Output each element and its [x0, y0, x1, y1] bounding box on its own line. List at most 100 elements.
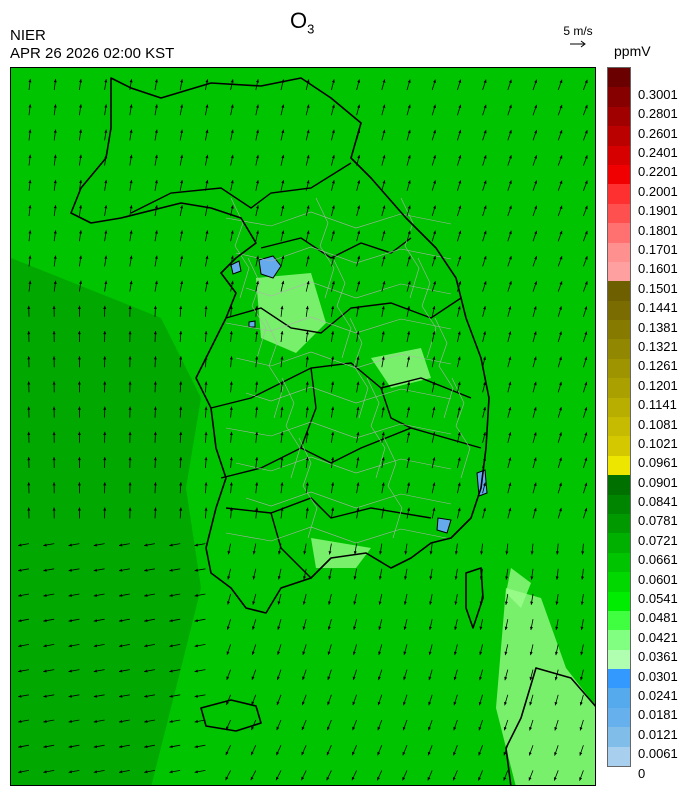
wind-vector-arrow-icon: [154, 255, 158, 267]
wind-vector-arrow-icon: [229, 431, 233, 443]
wind-vector-arrow-icon: [128, 456, 132, 469]
wind-vector-arrow-icon: [352, 719, 357, 731]
wind-vector-arrow-icon: [482, 281, 487, 292]
wind-vector-arrow-icon: [356, 482, 360, 494]
wind-vector-arrow-icon: [507, 230, 512, 242]
province-boundary: [130, 162, 352, 214]
wind-vector-arrow-icon: [532, 381, 537, 393]
legend-color-swatch: [608, 533, 630, 554]
wind-vector-arrow-icon: [528, 745, 534, 756]
wind-vector-arrow-icon: [381, 507, 385, 519]
wind-vector-arrow-icon: [79, 255, 83, 267]
wind-vector-arrow-icon: [230, 154, 234, 166]
wind-vector-arrow-icon: [530, 593, 534, 605]
county-boundary: [230, 197, 250, 299]
wind-vector-arrow-icon: [169, 543, 181, 547]
wind-vector-arrow-icon: [255, 406, 259, 418]
wind-vector-arrow-icon: [457, 104, 462, 116]
wind-vector-arrow-icon: [103, 305, 107, 317]
map-canvas: [11, 68, 595, 785]
legend-color-swatch: [608, 339, 630, 360]
wind-vector-arrow-icon: [280, 179, 285, 191]
coastline-path: [465, 567, 484, 629]
wind-vector-arrow-icon: [104, 205, 108, 217]
wind-vector-arrow-icon: [179, 129, 184, 141]
wind-vector-arrow-icon: [356, 154, 361, 166]
low-concentration-patch: [258, 255, 282, 279]
legend-tick-label: 0.1021: [638, 435, 678, 451]
wind-vector-arrow-icon: [356, 230, 361, 242]
wind-vector-arrow-icon: [251, 669, 257, 681]
wind-vector-arrow-icon: [356, 507, 360, 519]
wind-vector-arrow-icon: [251, 719, 257, 731]
wind-vector-arrow-icon: [255, 104, 259, 116]
legend-color-swatch: [608, 688, 630, 709]
wind-vector-arrow-icon: [305, 406, 309, 418]
wind-vector-arrow-icon: [381, 104, 386, 116]
wind-vector-arrow-icon: [431, 305, 436, 317]
wind-vector-arrow-icon: [255, 457, 259, 469]
wind-vector-arrow-icon: [427, 770, 433, 781]
wind-vector-arrow-icon: [229, 457, 233, 469]
wind-vector-arrow-icon: [301, 719, 307, 731]
wind-vector-arrow-icon: [277, 568, 282, 580]
legend-tick-label: 0.0241: [638, 687, 678, 703]
wind-vector-arrow-icon: [128, 482, 132, 494]
wind-vector-arrow-icon: [580, 619, 584, 631]
wind-vector-arrow-icon: [529, 644, 534, 656]
wind-vector-arrow-icon: [331, 507, 335, 519]
wind-vector-arrow-icon: [118, 543, 130, 547]
wind-vector-arrow-icon: [583, 255, 588, 267]
wind-vector-arrow-icon: [226, 669, 231, 681]
wind-vector-arrow-icon: [406, 230, 411, 242]
wind-vector-arrow-icon: [129, 255, 133, 267]
map-panel[interactable]: [10, 67, 596, 786]
wind-vector-arrow-icon: [482, 255, 487, 267]
title-subscript: 3: [307, 21, 315, 37]
wind-vector-arrow-icon: [128, 507, 132, 519]
wind-vector-arrow-icon: [53, 179, 57, 191]
wind-vector-arrow-icon: [457, 331, 461, 343]
wind-vector-arrow-icon: [381, 381, 385, 393]
wind-vector-arrow-icon: [280, 280, 285, 292]
wind-vector-arrow-icon: [144, 770, 156, 774]
wind-vector-arrow-icon: [404, 543, 408, 555]
wind-vector-arrow-icon: [406, 331, 411, 343]
legend-tick-label: 0.1801: [638, 222, 678, 238]
legend-tick-label: 0.1901: [638, 203, 678, 219]
wind-vector-arrow-icon: [53, 280, 57, 292]
wind-vector-arrow-icon: [403, 644, 408, 656]
admin-boundaries: [130, 162, 482, 579]
wind-vector-arrow-icon: [229, 356, 233, 368]
wind-vector-arrow-icon: [429, 593, 433, 605]
province-boundary: [210, 362, 472, 409]
wind-vector-arrow-icon: [230, 205, 234, 217]
wind-vector-arrow-icon: [356, 356, 360, 368]
wind-vector-arrow-icon: [255, 356, 259, 368]
wind-vector-arrow-icon: [482, 482, 486, 494]
wind-vector-arrow-icon: [52, 381, 56, 393]
wind-vector-arrow-icon: [351, 770, 357, 781]
wind-vector-arrow-icon: [457, 230, 462, 242]
wind-vector-arrow-icon: [194, 744, 206, 749]
wind-vector-arrow-icon: [305, 331, 309, 343]
wind-vector-arrow-icon: [305, 305, 309, 317]
wind-vector-arrow-icon: [144, 618, 156, 623]
wind-vector-arrow-icon: [505, 568, 509, 580]
wind-vector-arrow-icon: [377, 694, 383, 706]
wind-vector-arrow-icon: [154, 154, 158, 166]
wind-vector-arrow-icon: [507, 457, 512, 469]
legend-tick-label: 0.0841: [638, 494, 678, 510]
wind-vector-arrow-icon: [557, 406, 562, 418]
wind-vector-arrow-icon: [179, 305, 183, 317]
legend-color-swatch: [608, 87, 630, 108]
wind-vector-arrow-icon: [27, 406, 31, 418]
wind-vector-arrow-icon: [93, 543, 105, 547]
wind-vector-arrow-icon: [406, 180, 411, 191]
wind-vector-arrow-icon: [482, 79, 487, 91]
wind-vector-arrow-icon: [179, 154, 184, 166]
wind-vector-arrow-icon: [305, 431, 309, 443]
wind-vector-arrow-icon: [305, 255, 310, 267]
wind-vector-arrow-icon: [453, 669, 458, 681]
low-concentration-patch: [436, 517, 452, 534]
